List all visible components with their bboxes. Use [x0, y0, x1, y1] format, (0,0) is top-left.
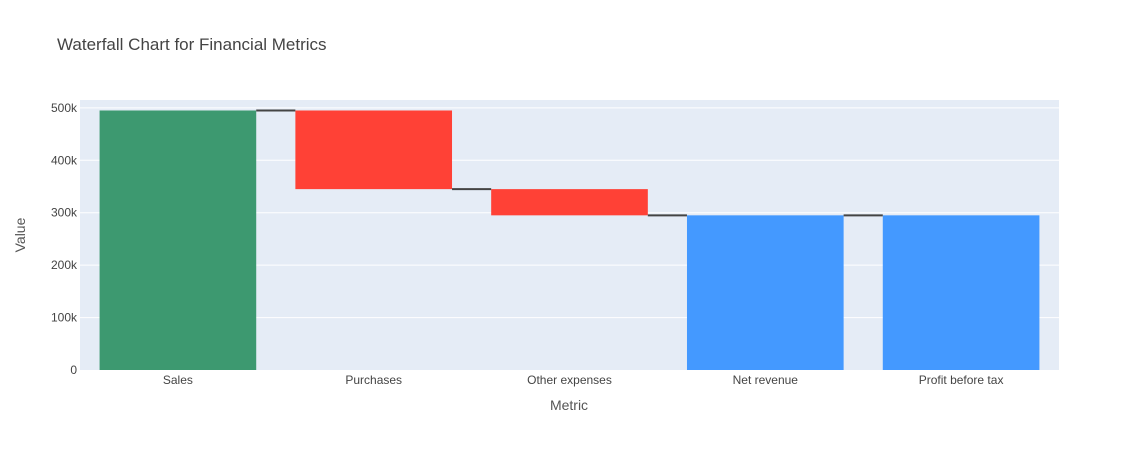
x-axis-title: Metric — [550, 397, 588, 413]
y-tick-label: 500k — [51, 101, 78, 115]
x-tick-label: Net revenue — [733, 373, 799, 387]
y-tick-labels: 0 100k 200k 300k 400k 500k — [51, 101, 78, 377]
y-tick-label: 400k — [51, 153, 78, 167]
y-tick-label: 100k — [51, 311, 78, 325]
bar-sales — [99, 110, 257, 370]
x-tick-label: Profit before tax — [919, 373, 1004, 387]
x-tick-label: Other expenses — [527, 373, 612, 387]
y-tick-label: 200k — [51, 258, 78, 272]
x-tick-labels: Sales Purchases Other expenses Net revenue P… — [163, 373, 1004, 387]
x-tick-label: Purchases — [345, 373, 402, 387]
connectors — [256, 109, 883, 217]
bar-profit-before-tax — [882, 215, 1040, 370]
bar-other-expenses — [491, 189, 648, 216]
bar-net-revenue — [686, 215, 844, 370]
y-tick-label: 300k — [51, 206, 78, 220]
y-axis-title: Value — [12, 217, 28, 252]
bar-purchases — [295, 110, 453, 190]
y-tick-label: 0 — [70, 363, 77, 377]
x-tick-label: Sales — [163, 373, 193, 387]
chart-title: Waterfall Chart for Financial Metrics — [57, 35, 327, 54]
bars — [99, 110, 1040, 370]
